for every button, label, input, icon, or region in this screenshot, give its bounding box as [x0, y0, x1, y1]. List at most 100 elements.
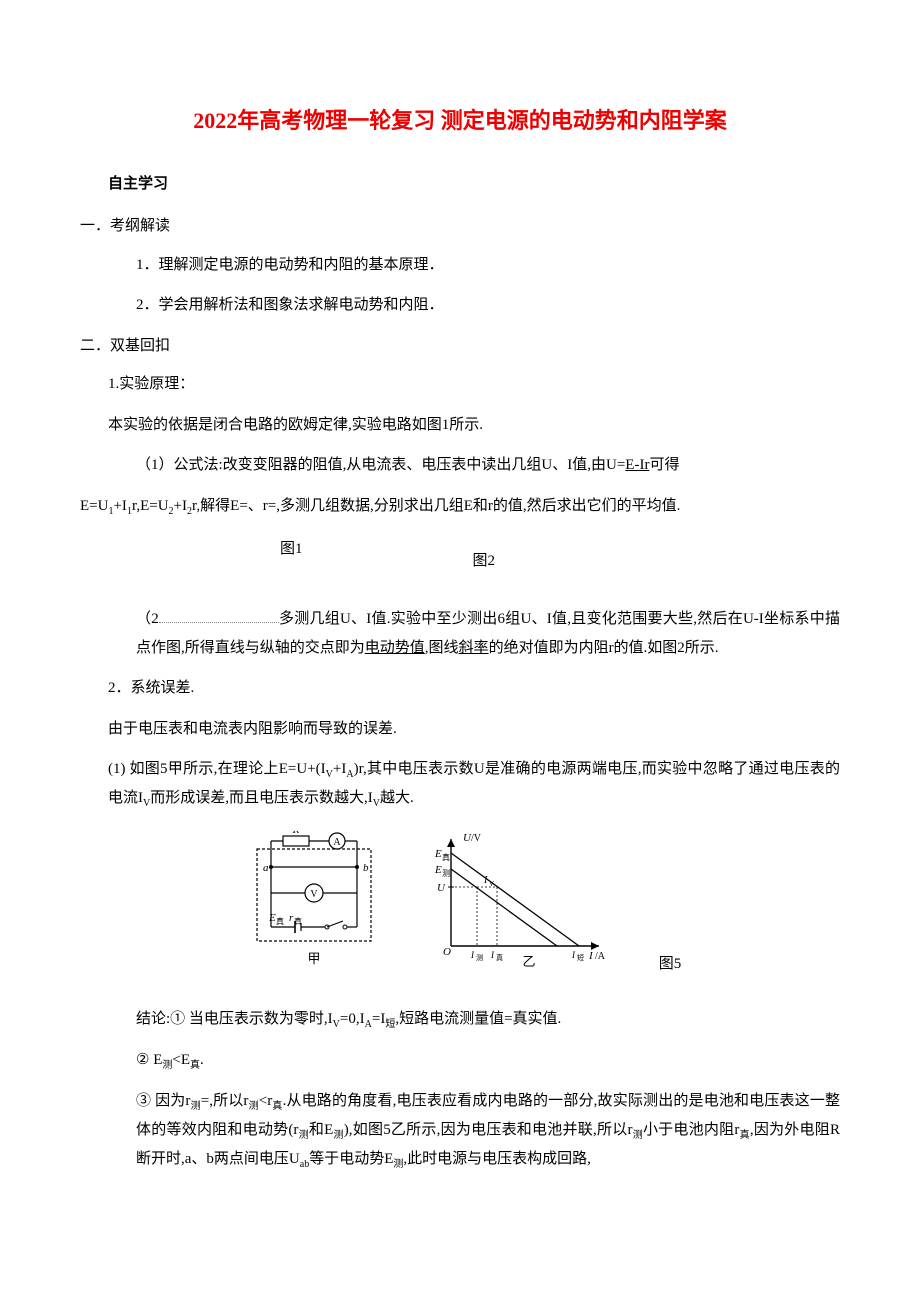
- para-error-case1: (1) 如图5甲所示,在理论上E=U+(IV+IA)r,其中电压表示数U是准确的…: [108, 755, 840, 813]
- formula-prefix: （1）公式法:改变变阻器的阻值,从电流表、电压表中读出几组U、I值,由U=: [136, 457, 625, 473]
- point-2-1: 1.实验原理：: [108, 370, 840, 399]
- para-conclusion-1: 结论:① 当电压表示数为零时,IV=0,IA=I短,短路电流测量值=真实值.: [136, 1005, 840, 1034]
- c3-s9: 测: [393, 1159, 403, 1170]
- heading-exam-outline: 一．考纲解读: [80, 212, 840, 241]
- eq-c: r,E=U: [132, 498, 169, 514]
- c3-s3: 真: [272, 1101, 282, 1112]
- svg-text:b: b: [363, 862, 369, 874]
- graph-end: 的绝对值即为内阻r的值.如图2所示.: [489, 640, 719, 656]
- svg-text:E: E: [434, 848, 442, 860]
- svg-text:a: a: [263, 862, 269, 874]
- c1-sub-short: 短: [385, 1019, 395, 1030]
- eq-a: E=U: [80, 498, 108, 514]
- para-principle: 本实验的依据是闭合电路的欧姆定律,实验电路如图1所示.: [108, 411, 840, 440]
- para-error-intro: 由于电压表和电流表内阻影响而导致的误差.: [108, 715, 840, 744]
- c3-e: ),如图5乙所示,因为电压表和电池并联,所以r: [344, 1122, 633, 1138]
- svg-text:I: I: [490, 950, 495, 960]
- svg-text:/A: /A: [595, 951, 606, 962]
- graph-diagram-yi: O U /V I /A E 真 E 测 U I V I 测 I 真 I 短 乙: [429, 831, 609, 982]
- para-conclusion-3: ③ 因为r测=,所以r测<r真.从电路的角度看,电压表应看成内电路的一部分,故实…: [136, 1087, 840, 1174]
- point-2-2: 2．系统误差.: [108, 674, 840, 703]
- c3-s4: 测: [298, 1130, 308, 1141]
- svg-text:I: I: [470, 950, 475, 960]
- svg-text:E: E: [434, 864, 442, 876]
- para-graph-method: （2多测几组U、I值.实验中至少测出6组U、I值,且变化范围要大些,然后在U-I…: [136, 605, 840, 662]
- c3-f: 小于电池内阻r: [643, 1122, 739, 1138]
- circuit-diagram-jia: R A a b V E 真 r 真: [239, 831, 389, 982]
- svg-text:真: 真: [496, 953, 503, 962]
- formula-after: 可得: [649, 457, 679, 473]
- fig2-label: 图2: [473, 547, 496, 576]
- c2-prefix: ② E: [136, 1052, 162, 1068]
- graph-u1: 电动势值: [365, 640, 425, 656]
- c3-b: <r: [259, 1093, 272, 1109]
- c3-prefix: ③ 因为r: [136, 1093, 190, 1109]
- point-1-2: 2．学会用解析法和图象法求解电动势和内阻．: [136, 291, 840, 320]
- svg-text:A: A: [333, 837, 341, 848]
- c3-s1: 测: [190, 1101, 200, 1112]
- c1-sub-a: A: [365, 1019, 372, 1030]
- c3-s7: 真: [739, 1130, 749, 1141]
- svg-text:短: 短: [577, 953, 584, 962]
- formula-underline: E-Ir: [625, 457, 649, 473]
- c1-prefix: 结论:① 当电压表示数为零时,I: [136, 1011, 333, 1027]
- c3-d: 和E: [309, 1122, 333, 1138]
- err-prefix: (1) 如图5甲所示,在理论上E=U+(I: [108, 761, 326, 777]
- c3-s6: 测: [632, 1130, 642, 1141]
- sub-v3: V: [373, 798, 380, 809]
- svg-text:测: 测: [476, 954, 483, 962]
- sub-v1: V: [326, 769, 333, 780]
- svg-text:O: O: [443, 946, 451, 958]
- svg-text:真: 真: [276, 916, 284, 926]
- c1-sub-v: V: [333, 1019, 340, 1030]
- para-conclusion-2: ② E测<E真.: [136, 1046, 840, 1075]
- sub-a1: A: [346, 769, 353, 780]
- svg-text:U: U: [437, 882, 446, 894]
- figure-5-container: R A a b V E 真 r 真: [80, 831, 840, 982]
- err-mid3: 而形成误差,而且电压表示数越大,I: [150, 790, 373, 806]
- c1-end: ,短路电流测量值=真实值.: [395, 1011, 561, 1027]
- svg-text:测: 测: [442, 869, 450, 878]
- svg-text:V: V: [310, 889, 318, 900]
- c3-i: ,此时电源与电压表构成回路,: [403, 1151, 591, 1167]
- c3-a: =,所以r: [201, 1093, 249, 1109]
- heading-basics: 二．双基回扣: [80, 332, 840, 361]
- c1-mid1: =0,I: [340, 1011, 365, 1027]
- c2-sub-ce: 测: [162, 1060, 172, 1071]
- svg-text:R: R: [291, 831, 299, 836]
- c3-s8: ab: [300, 1159, 309, 1170]
- c1-mid2: =I: [372, 1011, 385, 1027]
- svg-text:/V: /V: [471, 833, 482, 844]
- graph-prefix: （2: [136, 611, 159, 627]
- c3-h: 等于电动势E: [309, 1151, 393, 1167]
- para-formula-method: （1）公式法:改变变阻器的阻值,从电流表、电压表中读出几组U、I值,由U=E-I…: [136, 451, 840, 480]
- c2-mid: <E: [172, 1052, 190, 1068]
- eq-b: +I: [113, 498, 126, 514]
- svg-text:真: 真: [294, 916, 302, 926]
- c3-s5: 测: [333, 1130, 343, 1141]
- eq-e: r,解得E=、r=,多测几组数据,分别求出几组E和r的值,然后求出它们的平均值.: [192, 498, 680, 514]
- svg-text:I: I: [571, 950, 576, 960]
- graph-u2: 斜率: [459, 640, 489, 656]
- section-self-study: 自主学习: [108, 170, 840, 199]
- fig5-label: 图5: [659, 950, 682, 979]
- svg-text:I: I: [588, 950, 594, 962]
- c2-end: .: [200, 1052, 204, 1068]
- point-1-1: 1．理解测定电源的电动势和内阻的基本原理．: [136, 251, 840, 280]
- err-end: 越大.: [380, 790, 414, 806]
- err-mid1: +I: [333, 761, 346, 777]
- c3-s2: 测: [248, 1101, 258, 1112]
- c2-sub-zhen: 真: [190, 1060, 200, 1071]
- svg-text:V: V: [489, 880, 494, 888]
- eq-d: +I: [174, 498, 187, 514]
- svg-text:乙: 乙: [522, 954, 535, 969]
- document-title: 2022年高考物理一轮复习 测定电源的电动势和内阻学案: [80, 100, 840, 142]
- fig1-label: 图1: [280, 535, 303, 576]
- svg-text:E: E: [268, 912, 276, 924]
- svg-text:I: I: [483, 875, 488, 886]
- svg-text:真: 真: [442, 852, 450, 862]
- graph-mid2: ,图线: [425, 640, 459, 656]
- para-formula-expand: E=U1+I1r,E=U2+I2r,解得E=、r=,多测几组数据,分别求出几组E…: [80, 492, 840, 521]
- figure-labels-row: 图1 图2: [80, 535, 840, 576]
- svg-text:甲: 甲: [307, 951, 320, 966]
